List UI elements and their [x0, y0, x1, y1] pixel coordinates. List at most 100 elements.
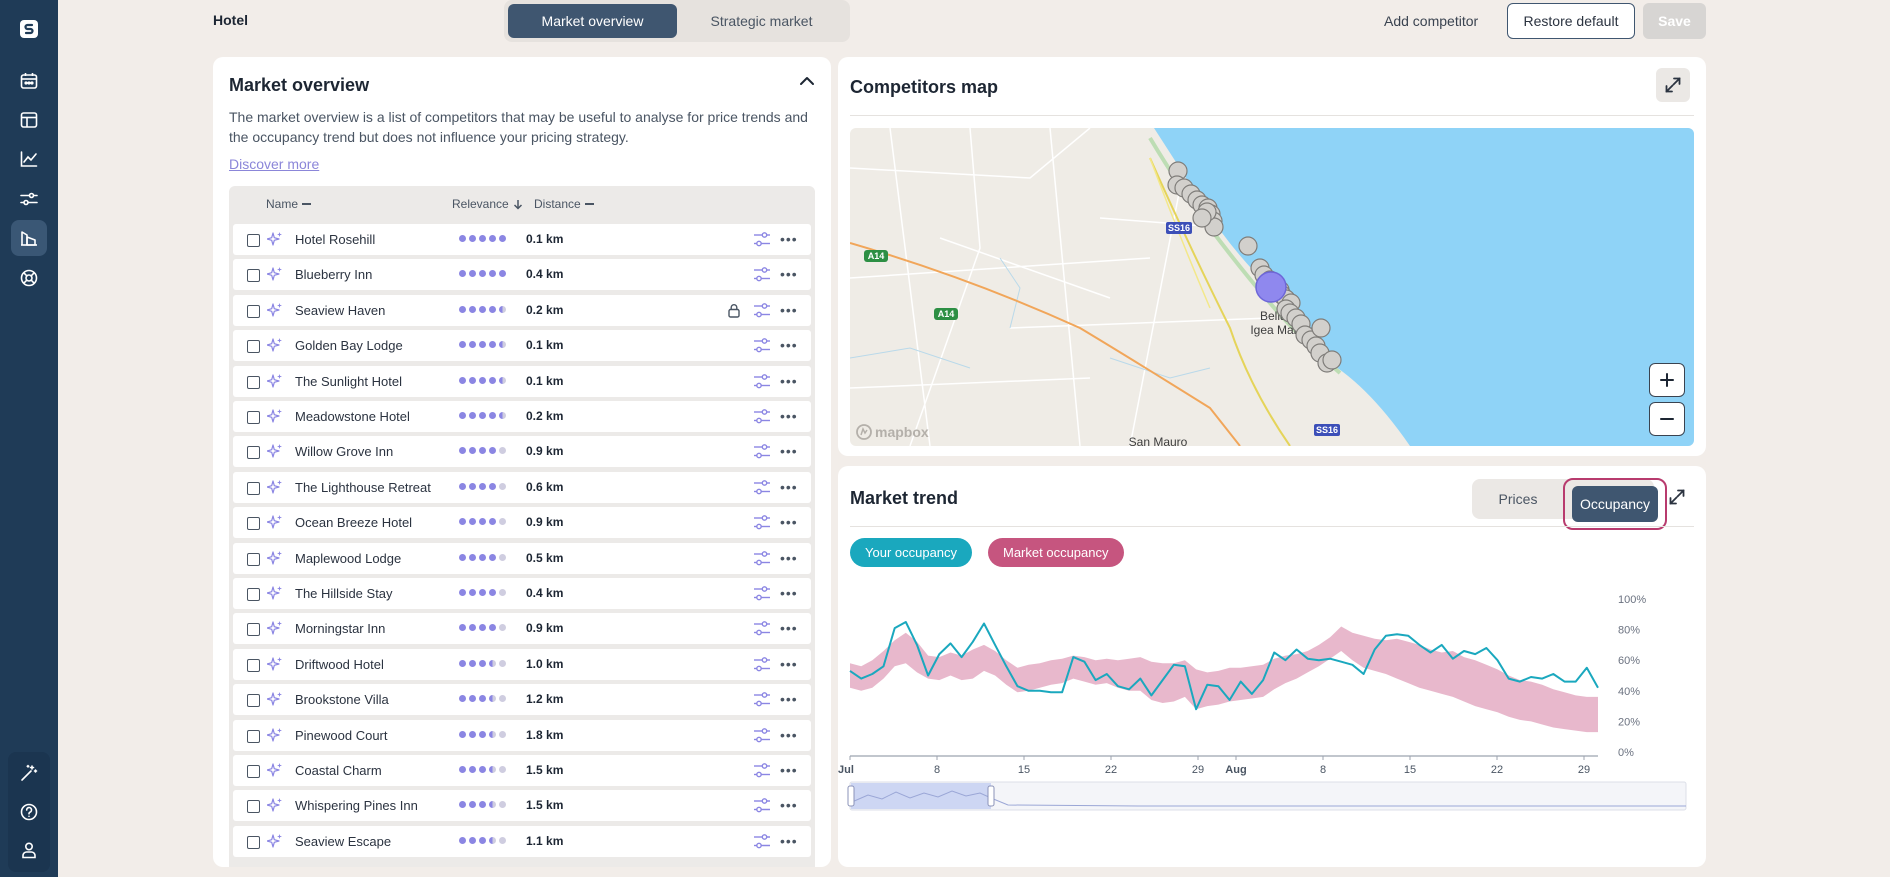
magic-wand-icon[interactable] [11, 755, 47, 791]
more-options-icon[interactable]: ••• [780, 443, 798, 460]
table-row[interactable]: Seaview Escape 1.1 km ••• [233, 825, 811, 857]
settings-sliders-icon[interactable] [753, 479, 771, 496]
occupancy-chart[interactable]: 0% 20% 40% 60% 80% 100% Jul 8 15 22 29 Aug 8 15 22 29 [838, 576, 1706, 867]
prices-toggle-button[interactable]: Prices [1498, 491, 1538, 507]
more-options-icon[interactable]: ••• [780, 514, 798, 531]
more-options-icon[interactable]: ••• [780, 797, 798, 814]
table-row[interactable]: The Sunlight Hotel 0.1 km ••• [233, 365, 811, 397]
more-options-icon[interactable]: ••• [780, 231, 798, 247]
column-header-relevance[interactable]: Relevance [452, 197, 523, 211]
add-competitor-button[interactable]: Add competitor [1384, 13, 1479, 29]
user-icon[interactable] [11, 832, 47, 868]
settings-sliders-icon[interactable] [753, 585, 771, 602]
more-options-icon[interactable]: ••• [780, 301, 798, 318]
settings-sliders-icon[interactable] [753, 550, 771, 567]
settings-sliders-icon[interactable] [753, 691, 771, 708]
table-row[interactable]: Pinewood Court 1.8 km ••• [233, 719, 811, 751]
occupancy-toggle-button[interactable]: Occupancy [1572, 486, 1658, 522]
row-checkbox[interactable] [247, 481, 260, 495]
table-row[interactable]: Hotel Rosehill 0.1 km ••• [233, 224, 811, 255]
expand-map-button[interactable] [1656, 68, 1690, 102]
more-options-icon[interactable]: ••• [780, 655, 798, 672]
row-checkbox[interactable] [247, 694, 260, 708]
legend-market-occupancy[interactable]: Market occupancy [988, 538, 1124, 567]
discover-more-link[interactable]: Discover more [229, 156, 320, 172]
tab-market-overview[interactable]: Market overview [508, 4, 677, 38]
settings-sliders-icon[interactable] [753, 266, 771, 283]
more-options-icon[interactable]: ••• [780, 549, 798, 566]
table-row[interactable]: Seaview Haven 0.2 km ••• [233, 294, 811, 326]
chart-icon[interactable] [11, 141, 47, 177]
table-row[interactable]: Morningstar Inn 0.9 km ••• [233, 613, 811, 645]
table-row[interactable]: Ocean Breeze Hotel 0.9 km ••• [233, 507, 811, 539]
more-options-icon[interactable]: ••• [780, 620, 798, 637]
more-options-icon[interactable]: ••• [780, 408, 798, 424]
column-header-distance[interactable]: Distance [534, 197, 594, 211]
logo-icon[interactable] [11, 11, 47, 47]
table-row[interactable]: Brookstone Villa 1.2 km ••• [233, 684, 811, 716]
row-checkbox[interactable] [247, 375, 260, 389]
competitor-marker[interactable] [1192, 208, 1212, 228]
competitor-marker[interactable] [1311, 318, 1331, 338]
row-checkbox[interactable] [247, 658, 260, 672]
row-checkbox[interactable] [247, 552, 260, 566]
lock-icon[interactable] [727, 303, 741, 318]
table-row[interactable]: The Lighthouse Retreat 0.6 km ••• [233, 471, 811, 503]
zoom-in-button[interactable] [1649, 363, 1685, 397]
map-canvas[interactable]: SS16 A14 A14 SS16 Bellaria- Igea Marina … [850, 128, 1694, 446]
competitor-marker[interactable] [1322, 350, 1342, 370]
range-handle[interactable] [987, 785, 995, 807]
table-row[interactable]: Blueberry Inn 0.4 km ••• [233, 259, 811, 291]
row-checkbox[interactable] [247, 446, 260, 460]
row-checkbox[interactable] [247, 269, 260, 283]
hotel-marker[interactable] [1255, 271, 1287, 303]
settings-sliders-icon[interactable] [753, 762, 771, 779]
table-row[interactable]: Coastal Charm 1.5 km ••• [233, 755, 811, 786]
chevron-up-icon[interactable] [797, 71, 817, 91]
row-checkbox[interactable] [247, 588, 260, 601]
settings-sliders-icon[interactable] [753, 797, 771, 814]
more-options-icon[interactable]: ••• [780, 832, 798, 849]
expand-trend-button[interactable] [1660, 480, 1694, 514]
row-checkbox[interactable] [247, 234, 260, 247]
sliders-icon[interactable] [11, 181, 47, 217]
lifebuoy-icon[interactable] [11, 260, 47, 296]
save-button[interactable]: Save [1643, 3, 1706, 39]
row-checkbox[interactable] [247, 517, 260, 531]
row-checkbox[interactable] [247, 411, 260, 424]
settings-sliders-icon[interactable] [753, 231, 771, 248]
legend-your-occupancy[interactable]: Your occupancy [850, 538, 973, 567]
more-options-icon[interactable]: ••• [780, 337, 798, 354]
mapbox-attribution[interactable]: mapbox [856, 424, 929, 440]
more-options-icon[interactable]: ••• [780, 726, 798, 743]
zoom-out-button[interactable] [1649, 402, 1685, 436]
table-row[interactable]: The Hillside Stay 0.4 km ••• [233, 578, 811, 609]
restore-default-button[interactable]: Restore default [1507, 3, 1635, 39]
row-checkbox[interactable] [247, 304, 260, 318]
market-icon[interactable] [11, 220, 47, 256]
more-options-icon[interactable]: ••• [780, 478, 798, 495]
settings-sliders-icon[interactable] [753, 727, 771, 744]
competitor-marker[interactable] [1238, 236, 1258, 256]
table-row[interactable]: Golden Bay Lodge 0.1 km ••• [233, 330, 811, 362]
settings-sliders-icon[interactable] [753, 620, 771, 637]
settings-sliders-icon[interactable] [753, 337, 771, 354]
table-row[interactable]: Maplewood Lodge 0.5 km ••• [233, 542, 811, 574]
tab-strategic-market[interactable]: Strategic market [710, 13, 813, 29]
settings-sliders-icon[interactable] [753, 514, 771, 531]
column-header-name[interactable]: Name [266, 197, 312, 211]
table-row[interactable]: Willow Grove Inn 0.9 km ••• [233, 436, 811, 468]
more-options-icon[interactable]: ••• [780, 266, 798, 283]
settings-sliders-icon[interactable] [753, 408, 771, 425]
more-options-icon[interactable]: ••• [780, 691, 798, 708]
calendar-icon[interactable] [11, 63, 47, 99]
row-checkbox[interactable] [247, 800, 260, 814]
help-icon[interactable] [11, 794, 47, 830]
range-handle[interactable] [847, 785, 855, 807]
row-checkbox[interactable] [247, 835, 260, 849]
more-options-icon[interactable]: ••• [780, 585, 798, 601]
settings-sliders-icon[interactable] [753, 833, 771, 850]
table-row[interactable]: Meadowstone Hotel 0.2 km ••• [233, 401, 811, 432]
row-checkbox[interactable] [247, 340, 260, 354]
row-checkbox[interactable] [247, 729, 260, 743]
